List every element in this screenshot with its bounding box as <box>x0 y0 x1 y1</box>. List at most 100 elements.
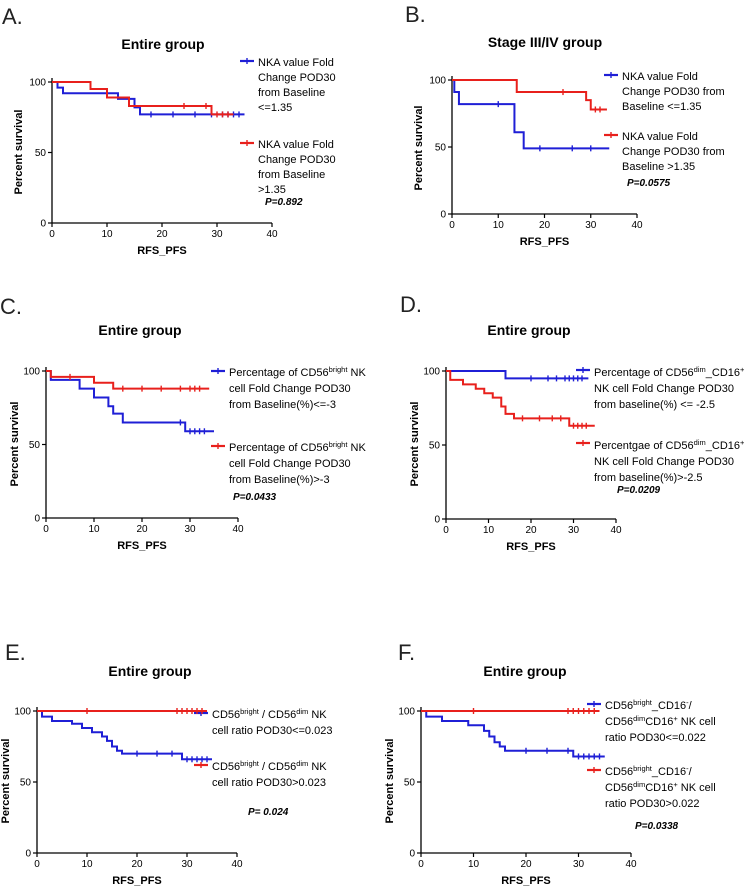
km-curve-series-1 <box>37 710 212 761</box>
y-tick-label: 50 <box>20 778 32 789</box>
legend-text-run: cell ratio POD30>0.023 <box>212 777 326 789</box>
x-axis-label: RFS_PFS <box>137 245 187 257</box>
legend-text-line: CD56dimCD16+ NK cell <box>605 714 716 728</box>
legend-text-line: Baseline >1.35 <box>622 161 695 173</box>
legend-text-line: Percentage of CD56bright NK <box>229 365 366 379</box>
km-curve-series-2 <box>46 370 210 390</box>
legend-text-line: Change POD30 from <box>622 146 725 158</box>
panel-letter: F. <box>398 640 415 665</box>
panel-letter: B. <box>405 2 426 27</box>
legend-text-run: Percentage of CD56 <box>229 442 329 454</box>
p-value: P= 0.024 <box>248 807 289 818</box>
x-tick-label: 40 <box>625 859 637 870</box>
p-value: P=0.0575 <box>627 178 671 189</box>
legend-text-run: / CD56 <box>259 761 296 773</box>
legend-text-run: CD56 <box>212 761 240 773</box>
p-value: P=0.0433 <box>233 492 277 503</box>
legend-text-run: cell Fold Change POD30 <box>229 458 351 470</box>
x-tick-label: 20 <box>156 229 168 240</box>
legend-superscript: - <box>686 698 689 707</box>
legend-superscript: dim <box>694 365 706 374</box>
legend-text-run: Percentage of CD56 <box>594 367 694 379</box>
legend-text-run: NK <box>347 442 366 454</box>
legend-text-line: CD56bright / CD56dim NK <box>212 759 327 773</box>
legend-text-run: CD56 <box>212 709 240 721</box>
km-curve-series-2 <box>446 370 595 427</box>
y-axis-label: Percent survival <box>409 402 421 487</box>
y-tick-label: 0 <box>434 515 440 526</box>
legend-text-line: CD56bright_CD16-/ <box>605 764 693 778</box>
legend-text-line: Percentage of CD56dim_CD16+ <box>594 365 745 379</box>
y-axis-label: Percent survival <box>13 110 25 195</box>
x-tick-label: 20 <box>131 859 143 870</box>
x-tick-label: 40 <box>631 220 643 231</box>
legend-text-line: NKA value Fold <box>622 131 698 143</box>
legend-text-run: from Baseline(%)>-3 <box>229 474 330 486</box>
legend-text-line: from Baseline(%)<=-3 <box>229 399 336 411</box>
legend-text-line: Percentage of CD56bright NK <box>229 440 366 454</box>
legend-text-run: CD16 <box>645 716 673 728</box>
chart-title: Entire group <box>98 322 181 338</box>
legend-text-run: from baseline(%) <= -2.5 <box>594 399 715 411</box>
legend-text-run: CD56 <box>605 766 633 778</box>
x-tick-label: 20 <box>539 220 551 231</box>
x-tick-label: 30 <box>568 525 580 536</box>
x-tick-label: 10 <box>468 859 480 870</box>
legend-text-run: _CD16 <box>651 700 686 712</box>
x-tick-label: 30 <box>573 859 585 870</box>
x-tick-label: 10 <box>88 524 100 535</box>
legend-text-run: CD56 <box>605 782 633 794</box>
km-curve-series-1 <box>421 710 605 758</box>
legend-text-line: CD56bright / CD56dim NK <box>212 707 327 721</box>
legend-text-run: ratio POD30>0.022 <box>605 798 699 810</box>
y-tick-label: 0 <box>440 210 446 221</box>
legend-text-run: NK <box>308 761 327 773</box>
y-axis-label: Percent survival <box>0 739 12 824</box>
legend-text-run: _CD16 <box>651 766 686 778</box>
x-tick-label: 0 <box>443 525 449 536</box>
y-axis-label: Percent survival <box>9 402 21 487</box>
panel-4: D. Entire group 0 10 20 30 40 0 50 100 RFS_PFS Perc… <box>400 292 745 553</box>
panel-letter: A. <box>2 4 23 29</box>
x-tick-label: 10 <box>101 229 113 240</box>
legend-superscript: dim <box>296 759 308 768</box>
panel-letter: D. <box>400 292 422 317</box>
legend-text-run: _CD16 <box>705 440 740 452</box>
x-tick-label: 10 <box>493 220 505 231</box>
y-tick-label: 100 <box>14 707 31 718</box>
legend-text-line: ratio POD30<=0.022 <box>605 732 706 744</box>
legend-text-line: cell Fold Change POD30 <box>229 383 351 395</box>
legend-text-run: NK cell Fold Change POD30 <box>594 383 734 395</box>
y-tick-label: 0 <box>409 849 415 860</box>
x-tick-label: 20 <box>520 859 532 870</box>
legend-superscript: bright <box>329 440 349 449</box>
legend-superscript: dim <box>633 714 645 723</box>
x-tick-label: 30 <box>211 229 223 240</box>
legend-superscript: + <box>673 714 678 723</box>
y-tick-label: 0 <box>25 849 31 860</box>
legend-superscript: bright <box>240 707 260 716</box>
y-tick-label: 50 <box>435 143 447 154</box>
y-tick-label: 50 <box>404 778 416 789</box>
y-tick-label: 100 <box>29 78 46 89</box>
y-tick-label: 100 <box>423 367 440 378</box>
x-tick-label: 0 <box>449 220 455 231</box>
legend-text-run: NK cell Fold Change POD30 <box>594 456 734 468</box>
panel-2: B. Stage III/IV group 0 10 20 30 40 0 50 100 RFS_P… <box>405 2 725 248</box>
y-axis-label: Percent survival <box>413 106 425 191</box>
legend-text-line: NKA value Fold <box>258 57 334 69</box>
km-curve-series-1 <box>446 370 589 380</box>
panel-5: E. Entire group 0 10 20 30 40 0 50 100 RFS_PFS Perc… <box>0 640 332 887</box>
legend-superscript: bright <box>329 365 349 374</box>
legend-text-line: NKA value Fold <box>622 71 698 83</box>
legend-superscript: bright <box>633 764 653 773</box>
legend-superscript: bright <box>633 698 653 707</box>
legend-text-run: cell Fold Change POD30 <box>229 383 351 395</box>
legend-text-line: NKA value Fold <box>258 139 334 151</box>
legend-text-run: _CD16 <box>705 367 740 379</box>
legend-text-run: NK <box>308 709 327 721</box>
legend-text-line: <=1.35 <box>258 102 292 114</box>
legend-text-run: from baseline(%)>-2.5 <box>594 472 703 484</box>
legend-text-line: from Baseline(%)>-3 <box>229 474 330 486</box>
legend-text-line: Change POD30 <box>258 72 336 84</box>
